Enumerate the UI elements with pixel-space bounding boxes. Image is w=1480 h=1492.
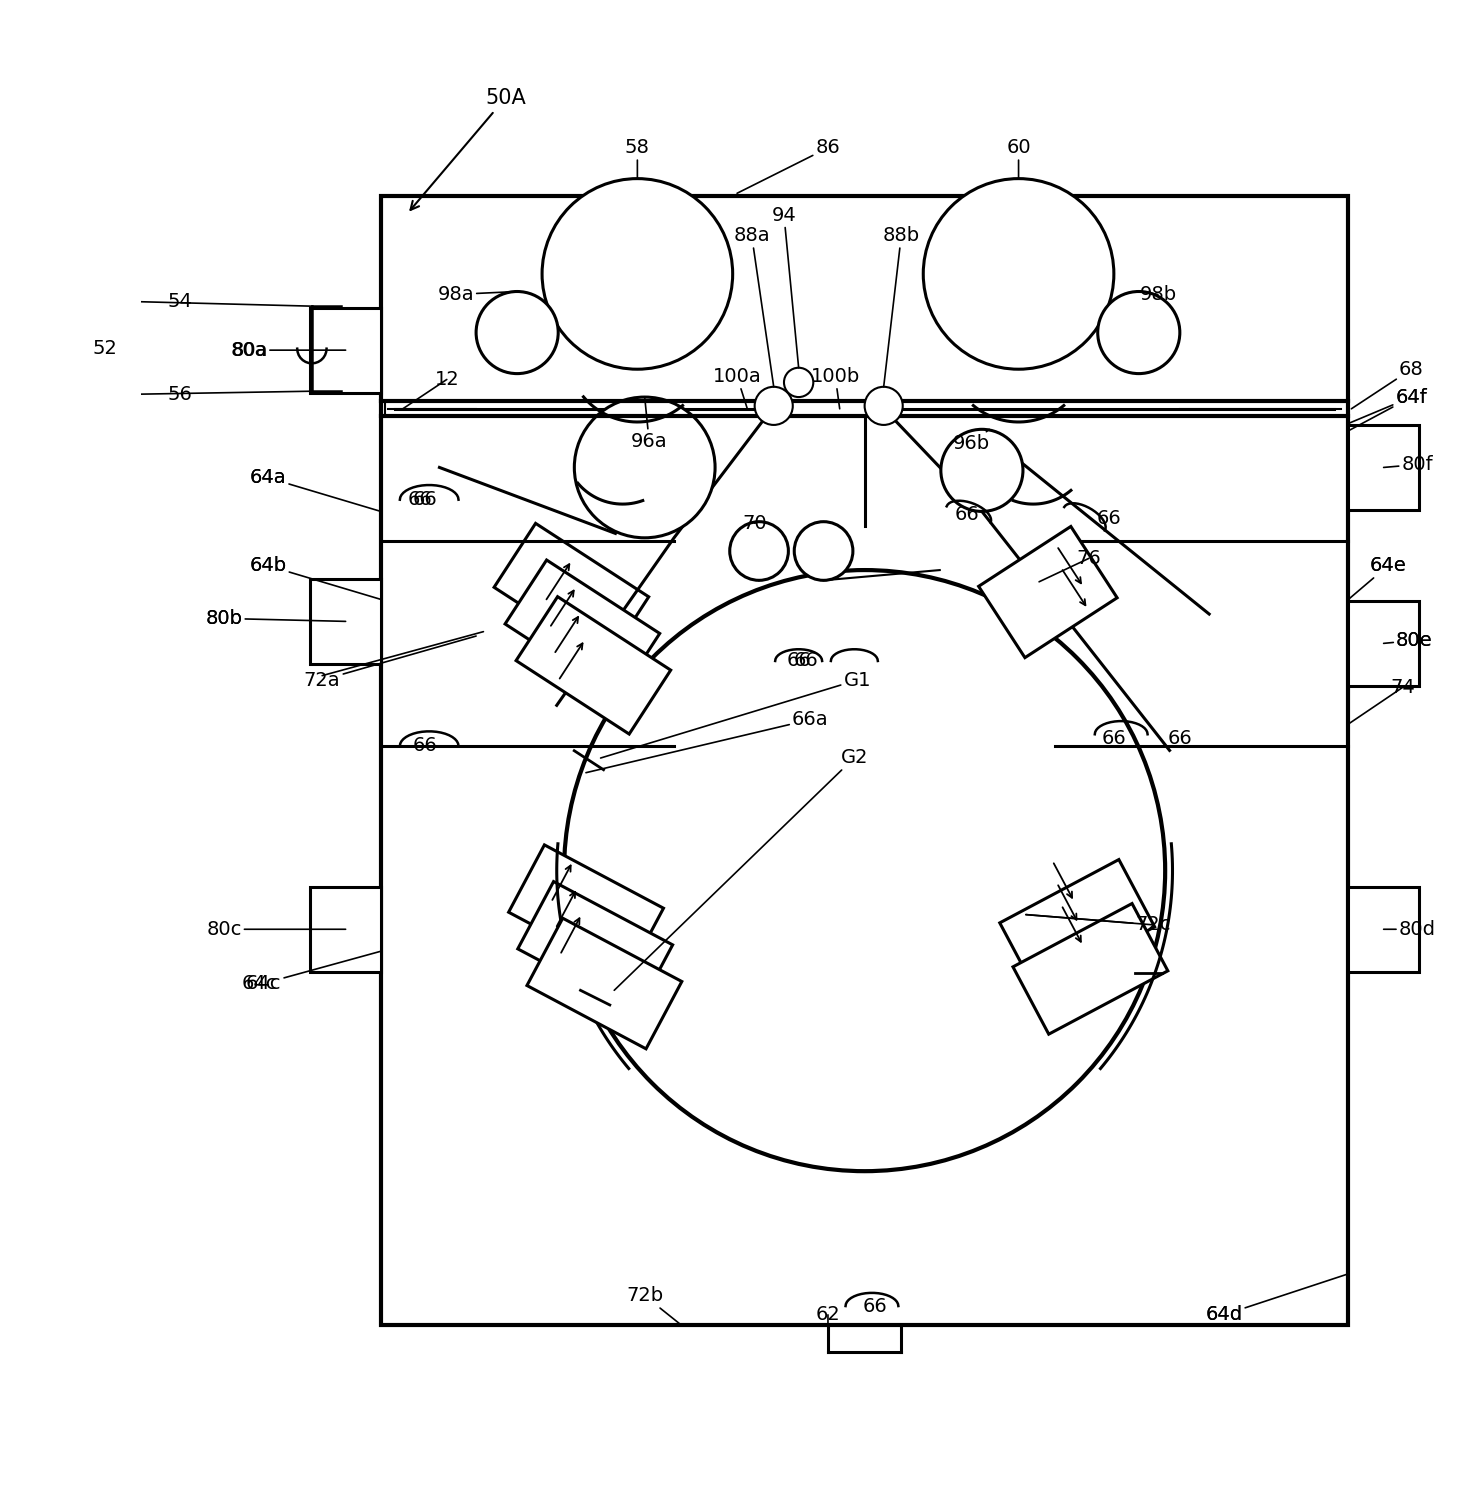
Text: 66: 66 — [1097, 509, 1122, 528]
Text: 64c: 64c — [241, 974, 277, 994]
Polygon shape — [518, 882, 673, 1012]
Text: 98a: 98a — [437, 285, 517, 304]
Text: 98b: 98b — [1138, 285, 1177, 304]
Text: 64b: 64b — [249, 557, 380, 600]
Text: 58: 58 — [625, 139, 650, 179]
Circle shape — [784, 367, 814, 397]
Text: 94: 94 — [771, 206, 799, 367]
Text: 12: 12 — [435, 370, 459, 389]
Polygon shape — [505, 560, 660, 697]
Circle shape — [755, 386, 793, 425]
Text: 66a: 66a — [586, 710, 829, 773]
Text: 66: 66 — [1101, 730, 1126, 747]
Text: 66: 66 — [413, 737, 437, 755]
Text: 88a: 88a — [734, 227, 774, 386]
Text: 64d: 64d — [1205, 1306, 1242, 1325]
Polygon shape — [311, 886, 380, 971]
Text: 66: 66 — [1168, 730, 1193, 747]
Text: 50A: 50A — [410, 88, 525, 210]
Circle shape — [574, 397, 715, 537]
Polygon shape — [1012, 904, 1168, 1034]
Polygon shape — [1348, 425, 1419, 510]
Text: 80b: 80b — [206, 609, 346, 628]
Text: 64f: 64f — [1348, 388, 1427, 431]
Text: 80a: 80a — [231, 340, 346, 360]
Text: 52: 52 — [93, 339, 117, 358]
Text: 72c: 72c — [1026, 915, 1171, 934]
Text: 76: 76 — [1076, 549, 1101, 568]
Text: 66: 66 — [793, 652, 818, 670]
Circle shape — [564, 570, 1165, 1171]
Text: 66: 66 — [863, 1297, 887, 1316]
Text: 68: 68 — [1351, 360, 1424, 409]
Text: 60: 60 — [1006, 139, 1032, 179]
Text: 72a: 72a — [303, 636, 477, 689]
Text: G2: G2 — [614, 747, 869, 991]
Text: 80e: 80e — [1384, 631, 1433, 651]
Text: 66: 66 — [955, 504, 980, 524]
Text: G1: G1 — [601, 670, 872, 758]
Text: 54: 54 — [167, 292, 192, 312]
Text: 62: 62 — [815, 1306, 841, 1325]
Text: 80e: 80e — [1396, 631, 1433, 651]
Circle shape — [1098, 291, 1180, 373]
Text: 80c: 80c — [206, 919, 346, 938]
Text: 56: 56 — [167, 385, 192, 404]
Text: 74: 74 — [1390, 677, 1415, 697]
Polygon shape — [1348, 886, 1419, 971]
Text: 64e: 64e — [1369, 557, 1406, 576]
Text: 64e: 64e — [1348, 557, 1406, 600]
Polygon shape — [978, 527, 1117, 658]
Text: 100a: 100a — [713, 367, 761, 409]
Text: 80d: 80d — [1384, 919, 1436, 938]
Polygon shape — [311, 579, 380, 664]
Text: 64a: 64a — [250, 468, 286, 488]
Circle shape — [941, 430, 1023, 512]
Text: 64c: 64c — [246, 952, 380, 994]
Circle shape — [864, 386, 903, 425]
Polygon shape — [494, 524, 648, 661]
Text: 80b: 80b — [206, 609, 243, 628]
Text: 96a: 96a — [630, 397, 667, 451]
Text: 64f: 64f — [1348, 388, 1427, 424]
Polygon shape — [1348, 601, 1419, 686]
Text: 100b: 100b — [811, 367, 860, 409]
Text: 64d: 64d — [1205, 1274, 1348, 1325]
Text: 80a: 80a — [232, 340, 268, 360]
Polygon shape — [509, 844, 663, 976]
Text: 86: 86 — [737, 139, 841, 194]
Text: 66: 66 — [413, 491, 437, 509]
Circle shape — [730, 522, 789, 580]
Circle shape — [924, 179, 1114, 369]
Text: 64a: 64a — [250, 468, 380, 512]
Text: 88b: 88b — [882, 227, 921, 386]
Circle shape — [477, 291, 558, 373]
Text: 72b: 72b — [626, 1286, 681, 1325]
Polygon shape — [527, 918, 682, 1049]
Text: 96b: 96b — [953, 430, 990, 454]
Polygon shape — [517, 597, 670, 734]
Polygon shape — [311, 307, 380, 392]
Polygon shape — [1000, 859, 1154, 991]
Circle shape — [795, 522, 852, 580]
Text: 66: 66 — [786, 652, 811, 670]
Text: 70: 70 — [743, 513, 767, 533]
Circle shape — [542, 179, 733, 369]
Text: 66: 66 — [408, 491, 432, 509]
Text: 80f: 80f — [1384, 455, 1433, 474]
Text: 64b: 64b — [249, 557, 287, 576]
